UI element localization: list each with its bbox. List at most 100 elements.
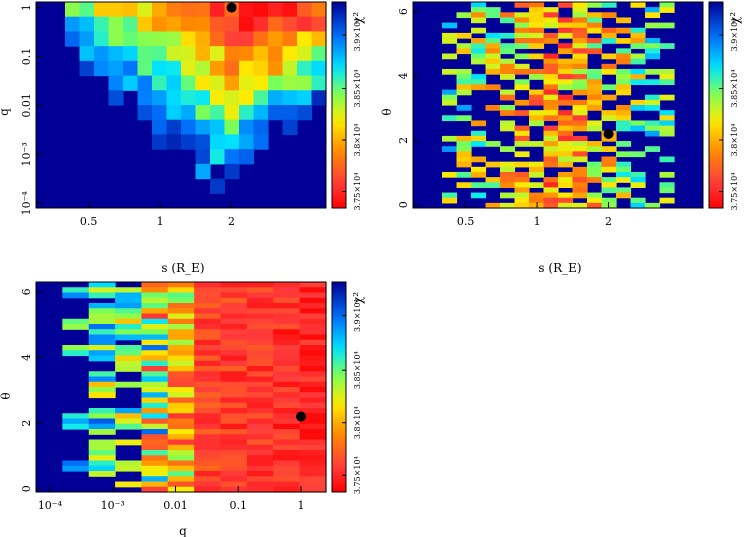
heatmap-cell: [558, 48, 574, 55]
heatmap-cell: [471, 120, 487, 127]
heatmap-cell: [529, 99, 545, 106]
heatmap-cell: [529, 17, 545, 24]
heatmap-cell: [141, 345, 169, 351]
heatmap-cell: [167, 423, 195, 430]
heatmap-cell: [273, 297, 301, 304]
heatmap-cell: [246, 339, 274, 346]
heatmap-cell: [273, 486, 301, 493]
heatmap-cell: [572, 105, 588, 111]
y-tick-label: 6: [20, 288, 33, 295]
heatmap-cell: [88, 471, 116, 477]
heatmap-cell: [299, 444, 327, 451]
heatmap-cell: [141, 481, 169, 488]
heatmap-cell: [659, 156, 675, 163]
heatmap-cell: [543, 58, 559, 65]
heatmap-cell: [645, 94, 661, 101]
heatmap-cell: [220, 460, 248, 467]
heatmap-cell: [587, 17, 603, 24]
heatmap-cell: [239, 149, 255, 165]
heatmap-cell: [558, 115, 574, 122]
colorbar-label: χ²: [351, 12, 365, 24]
heatmap-cell: [253, 90, 269, 106]
heatmap-cell: [299, 308, 327, 315]
heatmap-cell: [645, 38, 661, 44]
heatmap-cell: [616, 27, 632, 34]
heatmap-cell: [194, 339, 222, 346]
heatmap-cell: [616, 89, 632, 96]
heatmap-cell: [616, 171, 632, 178]
plot-frame: [412, 1, 704, 209]
heatmap-cell: [572, 79, 588, 85]
heatmap-cell: [273, 324, 301, 330]
heatmap-cell: [282, 2, 298, 18]
heatmap-cell: [601, 197, 617, 204]
heatmap-cells: [65, 2, 327, 194]
y-axis-label: q: [0, 108, 11, 116]
heatmap-cell: [572, 120, 588, 127]
heatmap-cell: [471, 43, 487, 49]
heatmap-cell: [442, 32, 458, 39]
heatmap-cell: [194, 350, 222, 357]
heatmap-cell: [500, 17, 516, 24]
heatmap-cell: [115, 460, 143, 467]
heatmap-cell: [167, 460, 195, 467]
heatmap-cell: [94, 2, 110, 18]
heatmap-cell: [88, 376, 116, 383]
heatmap-cell: [181, 119, 197, 136]
heatmap-cell: [167, 402, 195, 409]
heatmap-cell: [529, 120, 545, 127]
heatmap-cell: [88, 355, 116, 362]
heatmap-cell: [572, 7, 588, 13]
heatmap-cell: [115, 355, 143, 362]
heatmap-cell: [587, 161, 603, 168]
heatmap-cell: [273, 329, 301, 336]
heatmap-cell: [195, 163, 211, 180]
heatmap-cell: [297, 2, 313, 18]
best-fit-point: [226, 2, 237, 13]
heatmap-cell: [194, 292, 222, 299]
colorbar-scale: [708, 1, 724, 209]
heatmap-cell: [456, 171, 472, 178]
heatmap-cell: [543, 74, 559, 80]
heatmap-cell: [141, 439, 169, 446]
heatmap-cell: [273, 282, 301, 288]
heatmap-cell: [587, 27, 603, 34]
heatmap-cell: [167, 455, 195, 462]
heatmap-cell: [514, 38, 530, 44]
heatmap-cell: [485, 202, 501, 209]
heatmap-cell: [514, 79, 530, 85]
heatmap-cell: [543, 89, 559, 96]
heatmap-cell: [167, 481, 195, 488]
heatmap-cell: [529, 38, 545, 44]
heatmap-cell: [167, 366, 195, 372]
heatmap-cell: [167, 329, 195, 336]
heatmap-cell: [167, 408, 195, 414]
heatmap-cell: [514, 202, 530, 209]
heatmap-cell: [645, 48, 661, 55]
heatmap-cell: [246, 476, 274, 483]
heatmap-cell: [88, 324, 116, 330]
heatmap-cell: [471, 58, 487, 65]
heatmap-cell: [246, 282, 274, 288]
heatmap-cell: [471, 171, 487, 178]
heatmap-cell: [224, 16, 240, 33]
heatmap-cell: [246, 429, 274, 435]
heatmap-cell: [220, 355, 248, 362]
heatmap-cell: [123, 16, 139, 33]
heatmap-cell: [616, 151, 632, 158]
heatmap-cell: [246, 360, 274, 367]
heatmap-cell: [194, 318, 222, 325]
heatmap-cell: [299, 397, 327, 404]
colorbar-tick-label: 3.85×10⁴: [353, 70, 362, 108]
heatmap-cell: [630, 120, 646, 127]
heatmap-cell: [195, 149, 211, 165]
heatmap-cell: [471, 130, 487, 137]
heatmap-cell: [268, 2, 284, 18]
heatmap-cell: [572, 135, 588, 142]
heatmap-cell: [62, 460, 90, 467]
heatmap-cell: [471, 2, 487, 8]
heatmap-cell: [630, 27, 646, 34]
heatmap-cell: [224, 134, 240, 150]
heatmap-cell: [558, 125, 574, 132]
heatmap-cell: [141, 339, 169, 346]
